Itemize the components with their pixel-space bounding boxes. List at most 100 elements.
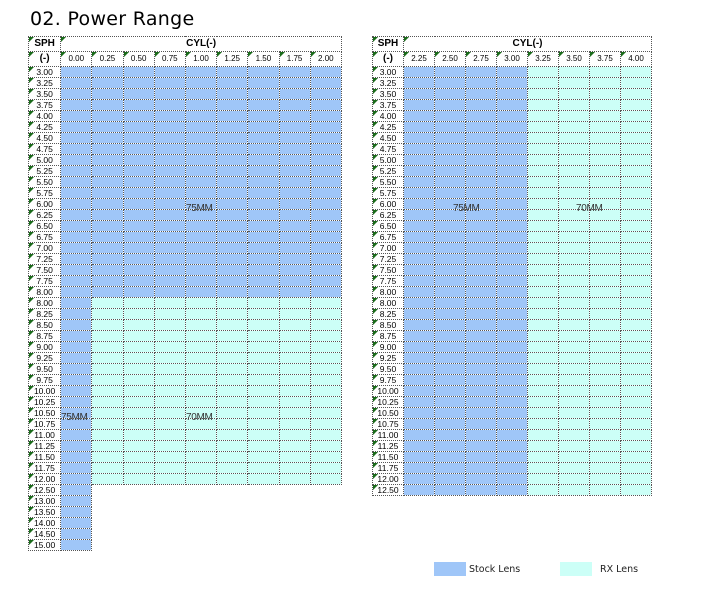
range-cell [465, 385, 497, 397]
range-cell [309, 77, 343, 89]
range-cell [153, 319, 186, 331]
legend-swatch-stock [434, 562, 466, 576]
range-cell [60, 110, 93, 122]
range-cell [278, 451, 311, 463]
range-cell [465, 484, 497, 496]
zone-label-stock: 75MM [453, 203, 480, 214]
range-cell [403, 363, 435, 375]
range-cell [589, 231, 621, 243]
range-cell [122, 473, 155, 485]
range-cell [465, 66, 497, 78]
sph-sign: (-) [372, 51, 404, 67]
range-cell [122, 187, 155, 199]
table-row: 9.00 [372, 341, 652, 353]
range-cell [527, 231, 559, 243]
range-cell [278, 385, 311, 397]
range-cell [558, 429, 590, 441]
table-row: 4.00 [27, 110, 343, 122]
range-cell [496, 451, 528, 463]
range-cell [465, 154, 497, 166]
range-cell [434, 308, 466, 320]
range-cell [620, 396, 652, 408]
range-cell [620, 176, 652, 188]
zone-label-rx: 70MM [186, 412, 213, 423]
sph-value: 10.00 [27, 385, 62, 397]
range-cell [153, 198, 186, 210]
range-cell [496, 66, 528, 78]
range-cell [91, 495, 124, 507]
range-cell [91, 385, 124, 397]
range-cell [247, 231, 280, 243]
range-cell [620, 330, 652, 342]
table-row: 8.75 [372, 330, 652, 342]
range-cell [496, 363, 528, 375]
range-cell [558, 297, 590, 309]
range-cell [403, 77, 435, 89]
range-cell [434, 242, 466, 254]
range-cell [465, 297, 497, 309]
range-cell [216, 121, 249, 133]
range-cell [558, 319, 590, 331]
range-cell [91, 176, 124, 188]
range-cell [620, 264, 652, 276]
sph-value: 4.75 [27, 143, 62, 155]
range-cell [527, 407, 559, 419]
range-cell [496, 165, 528, 177]
zone-label-stock: 75MM [186, 203, 213, 214]
sph-value: 8.75 [27, 330, 62, 342]
cyl-value: 3.75 [589, 51, 621, 67]
range-cell [184, 286, 218, 298]
table-row: 10.25 [372, 396, 652, 408]
sph-value: 11.25 [372, 440, 404, 452]
range-cell [589, 66, 621, 78]
range-cell [154, 506, 186, 518]
table-row: 9.50 [372, 363, 652, 375]
range-cell [496, 385, 528, 397]
range-cell [403, 99, 435, 111]
range-cell [60, 495, 93, 507]
range-cell [434, 407, 466, 419]
range-cell [91, 473, 124, 485]
range-cell [122, 396, 155, 408]
range-cell [60, 242, 93, 254]
range-cell [216, 451, 249, 463]
table-row: 6.75 [372, 231, 652, 243]
range-cell [184, 132, 218, 144]
range-cell [558, 451, 590, 463]
range-cell [153, 132, 186, 144]
range-cell [403, 110, 435, 122]
range-cell [153, 330, 186, 342]
range-cell [496, 308, 528, 320]
sph-value: 14.00 [27, 517, 62, 529]
range-cell [527, 363, 559, 375]
cyl-value: 2.50 [434, 51, 466, 67]
range-cell [309, 209, 343, 221]
range-cell [216, 198, 249, 210]
range-cell [620, 440, 652, 452]
range-cell [496, 242, 528, 254]
sph-value: 4.00 [27, 110, 62, 122]
range-cell [153, 396, 186, 408]
range-cell [122, 143, 155, 155]
sph-value: 7.75 [27, 275, 62, 287]
range-cell [122, 154, 155, 166]
cyl-value: 0.75 [153, 51, 186, 67]
sph-value: 5.25 [372, 165, 404, 177]
range-cell [60, 484, 93, 496]
range-cell [496, 264, 528, 276]
range-cell [185, 517, 217, 529]
range-cell [434, 253, 466, 265]
range-cell [558, 407, 590, 419]
range-cell [527, 154, 559, 166]
range-cell [309, 363, 343, 375]
range-cell [184, 297, 218, 309]
range-cell [620, 286, 652, 298]
range-cell [558, 308, 590, 320]
sph-value: 11.50 [372, 451, 404, 463]
range-cell [216, 495, 248, 507]
table-row: 13.00 [27, 495, 342, 507]
range-cell [247, 275, 280, 287]
table-row: 3.00 [27, 66, 343, 78]
sph-value: 8.00 [372, 297, 404, 309]
range-cell [309, 143, 343, 155]
